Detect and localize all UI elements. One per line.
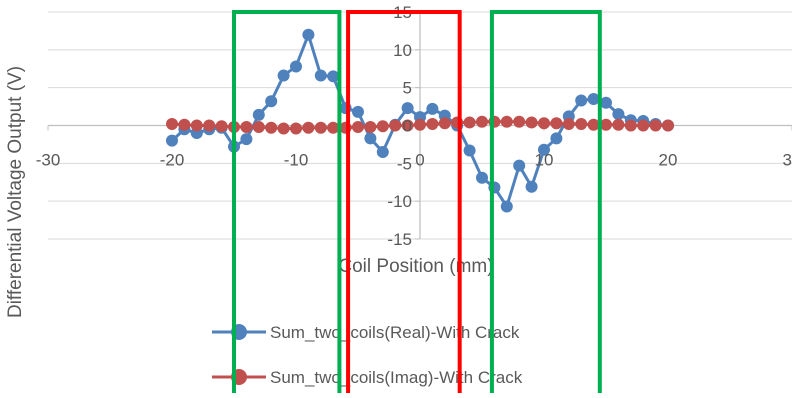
y-tick-label: -15: [387, 230, 412, 249]
data-point: [166, 117, 178, 130]
data-point: [426, 102, 439, 115]
data-point: [401, 119, 414, 132]
data-point: [600, 96, 612, 109]
data-point: [612, 118, 625, 131]
data-point: [414, 118, 426, 131]
data-point: [513, 115, 526, 128]
y-tick-label: -10: [387, 192, 412, 211]
y-tick-label: 5: [403, 79, 412, 98]
x-tick-label: -20: [160, 151, 185, 170]
data-point: [637, 119, 650, 132]
data-point: [500, 115, 513, 128]
data-point: [550, 117, 563, 130]
data-point: [600, 118, 612, 131]
data-point: [327, 121, 340, 134]
data-point: [401, 102, 414, 115]
y-axis-title: Differential Voltage Output (V): [5, 66, 26, 318]
legend-entry: Sum_two_coils(Real)-With Crack: [212, 323, 520, 342]
data-point: [290, 122, 302, 135]
data-point: [426, 117, 439, 130]
data-point: [550, 132, 563, 145]
data-point: [438, 117, 451, 130]
data-point: [190, 119, 203, 132]
series: [166, 28, 674, 213]
x-tick-label: 10: [535, 151, 554, 170]
data-point: [513, 159, 526, 172]
data-point: [575, 94, 588, 107]
data-point: [215, 120, 228, 133]
data-point: [314, 69, 327, 82]
series-imag: [166, 115, 674, 135]
data-point: [240, 121, 253, 134]
y-tick-label: 0: [403, 117, 412, 136]
data-point: [203, 119, 216, 132]
data-point: [476, 171, 488, 184]
data-point: [389, 119, 402, 132]
data-point: [538, 143, 550, 156]
data-point: [252, 108, 265, 121]
data-point: [352, 105, 364, 118]
data-point: [376, 120, 389, 133]
data-point: [352, 121, 364, 134]
y-tick-label: -5: [397, 154, 412, 173]
legend-label: Sum_two_coils(Imag)-With Crack: [270, 368, 523, 387]
y-tick-label: 10: [393, 41, 412, 60]
data-point: [624, 119, 637, 132]
x-tick-label: 20: [659, 151, 678, 170]
data-point: [277, 69, 290, 82]
data-point: [538, 117, 550, 130]
data-point: [562, 117, 575, 130]
data-point: [364, 121, 377, 134]
x-tick-label: -10: [284, 151, 309, 170]
data-point: [314, 121, 327, 134]
data-point: [612, 108, 625, 121]
data-point: [587, 118, 600, 131]
legend: Sum_two_coils(Real)-With Crack Sum_two_co…: [212, 323, 523, 387]
data-point: [166, 134, 178, 147]
data-point: [376, 145, 389, 158]
data-point: [302, 28, 315, 41]
data-point: [500, 200, 513, 213]
data-point: [240, 133, 253, 146]
data-point: [290, 60, 302, 73]
data-point: [649, 119, 662, 132]
data-point: [463, 116, 476, 129]
tick-labels: -30-20-100102030151050-5-10-15: [36, 3, 792, 249]
data-point: [476, 115, 488, 128]
data-point: [327, 70, 340, 83]
data-point: [265, 121, 278, 134]
data-point: [364, 132, 377, 145]
data-point: [662, 119, 674, 132]
data-point: [525, 180, 538, 193]
data-point: [252, 121, 265, 134]
legend-label: Sum_two_coils(Real)-With Crack: [270, 323, 520, 342]
data-point: [302, 121, 315, 134]
data-point: [587, 93, 600, 106]
legend-entry: Sum_two_coils(Imag)-With Crack: [212, 368, 523, 387]
x-tick-label: 0: [415, 151, 424, 170]
x-tick-label: 30: [783, 151, 792, 170]
x-tick-label: -30: [36, 151, 61, 170]
x-axis-title: Coil Position (mm): [338, 256, 493, 277]
data-point: [178, 118, 191, 131]
data-point: [525, 116, 538, 129]
data-point: [277, 122, 290, 135]
data-point: [463, 144, 476, 157]
data-point: [575, 117, 588, 130]
data-point: [265, 95, 278, 108]
